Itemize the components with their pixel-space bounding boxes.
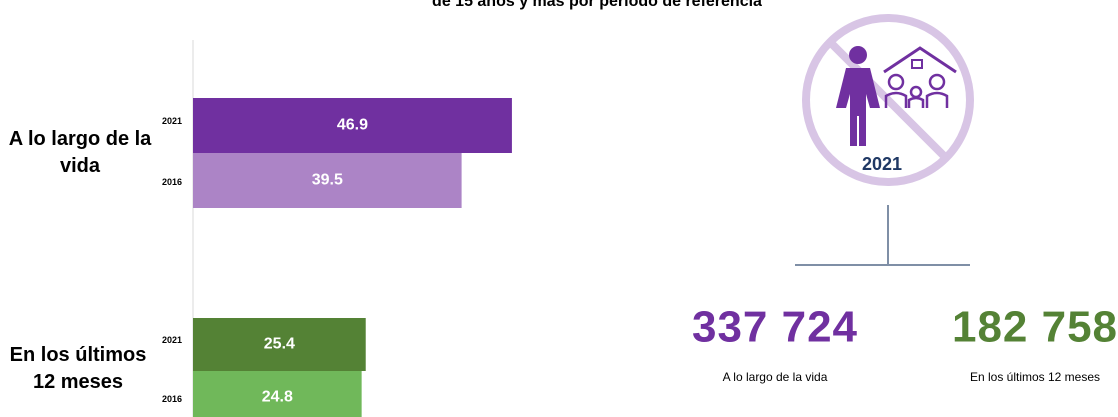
bar: [193, 153, 462, 208]
chart-title: de 15 años y más por periodo de referenc…: [432, 0, 762, 10]
bar: [193, 371, 362, 417]
data-label: 24.8: [262, 389, 293, 406]
total-caption: En los últimos 12 meses: [970, 370, 1100, 384]
bar: [193, 318, 366, 371]
series-label: 2021: [162, 335, 182, 345]
connector: [795, 205, 970, 266]
category-label: A lo largo de la vida: [8, 128, 152, 177]
icon-year: 2021: [862, 154, 902, 174]
total-number: 182 758: [952, 303, 1118, 352]
data-label: 39.5: [312, 172, 343, 189]
total-number: 337 724: [692, 303, 858, 352]
icon: [802, 14, 974, 186]
data-label: 25.4: [264, 336, 295, 353]
series-label: 2016: [162, 177, 182, 187]
category-label: En los últimos 12 meses: [9, 344, 147, 393]
series-label: 2016: [162, 394, 182, 404]
data-label: 46.9: [337, 117, 368, 134]
series-label: 2021: [162, 116, 182, 126]
bar: [193, 98, 512, 153]
total-caption: A lo largo de la vida: [723, 370, 828, 384]
